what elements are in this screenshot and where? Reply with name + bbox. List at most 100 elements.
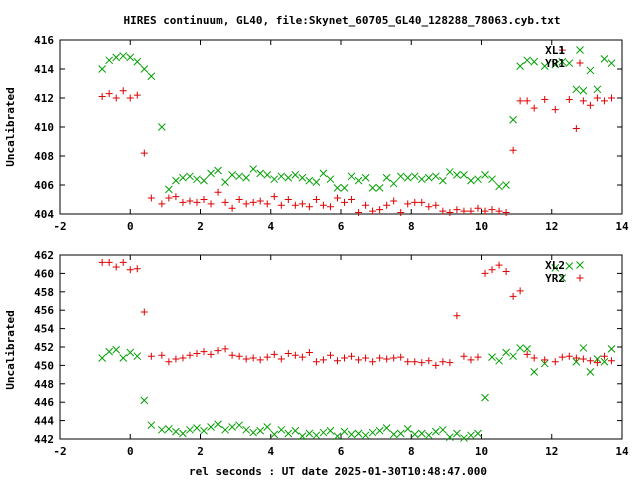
data-point-xl2	[207, 423, 215, 431]
data-point-yr2	[158, 351, 166, 359]
data-point-xl1	[133, 57, 142, 66]
data-point-xl1	[467, 176, 475, 185]
data-point-xl2	[439, 425, 447, 434]
data-point-xl1	[403, 173, 412, 182]
data-point-xl1	[509, 115, 517, 124]
data-point-xl1	[291, 170, 300, 179]
data-point-yr1	[418, 198, 426, 206]
data-point-yr2	[418, 359, 426, 367]
data-point-yr1	[390, 197, 398, 205]
data-point-xl2	[540, 359, 549, 368]
data-point-yr1	[312, 196, 320, 203]
data-point-xl2	[326, 426, 335, 435]
data-point-xl1	[474, 175, 482, 184]
data-point-xl1	[165, 185, 173, 194]
data-point-yr2	[140, 308, 148, 316]
data-point-xl2	[424, 431, 433, 440]
x-tick-label: 8	[408, 220, 415, 233]
data-point-xl1	[340, 184, 349, 192]
data-point-yr1	[179, 198, 187, 206]
data-point-yr1	[474, 204, 482, 212]
x-tick-label: -2	[53, 445, 66, 458]
top-ylabel: Uncalibrated	[4, 87, 17, 166]
data-point-xl1	[112, 53, 121, 62]
data-point-yr1	[284, 196, 292, 203]
data-point-yr2	[509, 292, 517, 300]
data-point-yr2	[312, 358, 320, 366]
data-point-xl1	[565, 59, 574, 68]
data-point-xl1	[105, 56, 114, 65]
data-point-yr1	[105, 90, 113, 98]
data-point-yr2	[333, 357, 341, 365]
data-point-yr2	[179, 354, 187, 362]
data-point-xl1	[431, 172, 440, 181]
data-point-yr2	[502, 268, 510, 276]
x-tick-label: 4	[267, 220, 274, 233]
data-point-yr2	[607, 357, 615, 365]
data-point-yr2	[551, 358, 559, 366]
data-point-yr1	[530, 104, 538, 112]
data-point-yr2	[376, 354, 384, 362]
x-tick-label: 10	[475, 445, 488, 458]
data-point-xl2	[382, 424, 391, 432]
x-axis-label: rel seconds : UT date 2025-01-30T10:48:4…	[189, 465, 487, 478]
x-tick-label: 14	[615, 445, 629, 458]
data-point-yr2	[126, 266, 134, 274]
data-point-yr2	[488, 266, 496, 274]
data-point-xl1	[410, 172, 419, 181]
data-point-yr1	[242, 200, 250, 208]
data-point-xl1	[298, 173, 307, 182]
data-point-xl1	[354, 176, 363, 185]
data-point-xl1	[221, 178, 229, 186]
data-point-yr1	[249, 198, 257, 206]
data-point-yr2	[460, 352, 468, 360]
data-point-xl2	[565, 262, 574, 270]
data-point-yr1	[502, 209, 510, 217]
data-point-xl2	[516, 344, 524, 352]
data-point-xl2	[172, 427, 180, 436]
data-point-xl1	[140, 65, 149, 73]
data-point-yr1	[579, 97, 587, 105]
data-point-yr2	[397, 353, 405, 361]
data-point-xl1	[270, 175, 279, 184]
data-point-yr2	[98, 258, 106, 266]
y-tick-label: 460	[34, 267, 54, 280]
data-point-xl2	[347, 430, 356, 439]
x-tick-label: -2	[53, 220, 66, 233]
data-point-xl2	[446, 433, 454, 442]
data-point-xl1	[586, 66, 595, 75]
data-point-xl2	[200, 426, 208, 435]
data-point-xl2	[453, 429, 461, 438]
data-point-yr2	[298, 353, 306, 361]
data-point-yr2	[572, 354, 580, 362]
legend-marker	[576, 274, 584, 282]
data-point-xl2	[558, 274, 567, 282]
data-point-yr2	[133, 265, 141, 273]
x-tick-label: 4	[267, 445, 274, 458]
data-point-yr2	[305, 349, 313, 357]
data-point-yr1	[432, 201, 440, 209]
data-point-xl2	[186, 425, 194, 434]
data-point-xl1	[389, 179, 398, 188]
legend-label: YR2	[545, 272, 565, 285]
data-point-xl2	[572, 357, 581, 366]
data-point-xl2	[319, 428, 328, 437]
data-point-yr1	[404, 200, 412, 208]
legend-label: XL1	[545, 44, 565, 57]
data-point-yr1	[541, 95, 549, 103]
data-point-yr1	[133, 91, 141, 99]
data-point-yr2	[530, 354, 538, 362]
data-point-xl2	[340, 427, 349, 436]
data-point-xl1	[284, 173, 293, 182]
data-point-xl1	[551, 60, 560, 69]
y-tick-label: 448	[34, 378, 54, 391]
data-point-yr2	[369, 358, 377, 366]
data-point-xl2	[277, 425, 286, 434]
data-point-xl2	[235, 421, 243, 430]
y-tick-label: 414	[34, 63, 54, 76]
data-point-xl1	[242, 173, 251, 182]
data-point-xl2	[147, 421, 156, 430]
data-point-xl2	[263, 423, 272, 431]
